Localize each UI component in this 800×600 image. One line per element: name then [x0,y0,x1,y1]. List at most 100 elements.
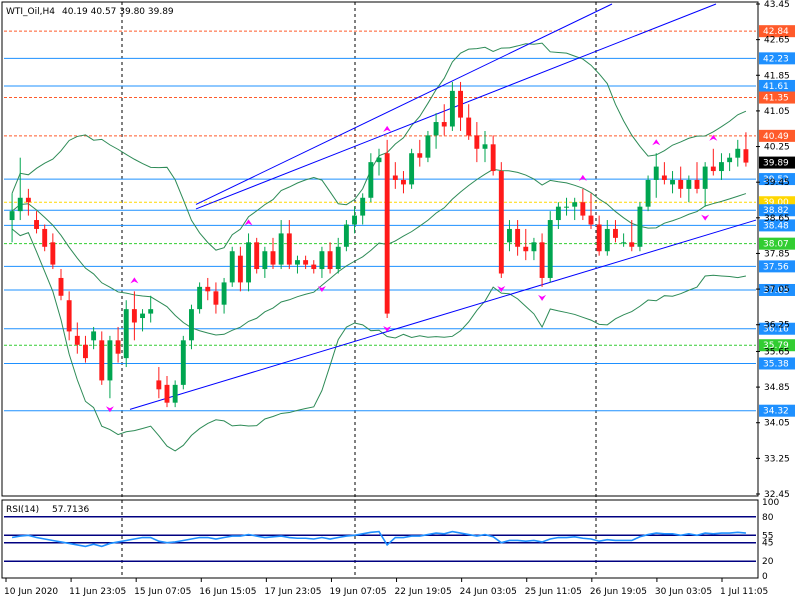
price-tick-label: 42.65 [764,36,790,46]
candle-body [449,90,455,127]
level-label: 38.82 [763,206,789,216]
candle-body [515,228,521,247]
candle-body [417,153,423,158]
candle-body [229,251,235,283]
level-label-bg [759,339,795,352]
candle-body [335,246,341,270]
level-label: 38.48 [763,221,789,231]
level-label: 39.00 [763,198,789,208]
candle-body [9,211,15,221]
level-label-bg [759,404,795,417]
candle-body [441,122,447,127]
chart-symbol: WTI_Oil,H4 [6,7,55,17]
candle-body [213,291,219,305]
level-label: 35.79 [763,341,789,351]
rsi-title: RSI(14) [6,505,39,515]
level-label: 40.49 [763,132,789,142]
level-label-bg [759,204,795,217]
candle-body [25,197,31,203]
level-label-bg [759,237,795,250]
candle-body [115,340,121,354]
price-tick-label: 33.25 [764,454,790,464]
candle-body [613,228,618,238]
price-tick-label: 34.05 [764,419,790,429]
candle-body [205,286,211,292]
support-trendline [129,219,757,410]
candle-body [246,242,251,283]
level-label: 42.84 [763,27,789,37]
fractal-down-arrow [701,214,710,221]
candle-body [327,251,333,270]
time-tick-label: 19 Jun 07:05 [329,587,386,597]
level-label: 35.38 [763,359,789,369]
rsi-tick-label: 45 [762,539,773,549]
level-label: 41.61 [763,82,789,92]
channel-trendline-upper [195,3,613,205]
price-tick-label: 41.05 [764,107,790,117]
fractal-up-arrow [383,125,392,132]
candle-body [156,380,162,390]
time-tick-label: 16 Jun 15:05 [199,587,256,597]
candle-body [254,242,260,270]
candle-body [523,246,529,252]
candle-body [172,384,178,403]
candle-body [140,313,145,319]
price-tick-label: 36.25 [764,321,790,331]
candle-body [645,179,651,207]
rsi-tick-label: 80 [762,513,774,523]
fractal-up-arrow [652,139,661,146]
channel-trendline-lower [195,3,717,210]
candle-body [131,309,137,323]
candle-body [661,175,667,180]
fractal-down-arrow [105,406,114,413]
time-tick-label: 15 Jun 07:05 [134,587,191,597]
time-tick-label: 24 Jun 03:05 [460,587,517,597]
candle-body [189,309,194,341]
price-tick-label: 37.85 [764,249,790,259]
time-tick-label: 1 Jul 11:05 [720,587,768,597]
candles [9,81,749,408]
time-tick-label: 30 Jun 03:05 [655,587,712,597]
candle-body [686,179,692,189]
candle-body [270,251,276,265]
candle-body [531,242,537,252]
rsi-panel-border [1,499,759,579]
level-label: 37.03 [763,286,789,296]
fractal-up-arrow [578,174,587,181]
fractal-down-arrow [497,285,506,292]
band-lower [11,228,747,452]
rsi-tick-label: 100 [762,498,779,508]
candle-body [678,179,684,189]
price-tick-label: 32.45 [764,490,790,500]
time-tick-label: 17 Jun 23:05 [264,587,321,597]
candle-body [498,171,504,274]
candle-body [490,144,496,172]
candle-body [629,242,635,247]
candle-body [555,206,561,221]
candle-body [458,90,463,118]
candle-body [221,282,227,305]
current-price-bg [759,156,795,169]
price-tick-label: 43.45 [764,0,790,10]
main-panel-border [1,1,759,497]
fractal-down-arrow [538,294,547,301]
candle-body [34,220,39,229]
candle-body [727,157,733,163]
candle-body [482,144,488,149]
candle-body [123,309,129,359]
price-tick-label: 38.65 [764,214,790,224]
level-label-bg [759,129,795,142]
level-lines [4,30,756,412]
candle-body [311,264,317,270]
price-tick-label: 34.85 [764,383,790,393]
price-tick-label: 41.85 [764,71,790,81]
candle-body [66,300,72,332]
price-tick-label: 35.65 [764,347,790,357]
candle-body [702,166,708,189]
fractal-up-arrow [244,219,253,226]
candle-body [262,251,268,270]
candle-body [42,228,48,247]
candle-body [637,206,643,247]
candle-body [588,215,594,225]
